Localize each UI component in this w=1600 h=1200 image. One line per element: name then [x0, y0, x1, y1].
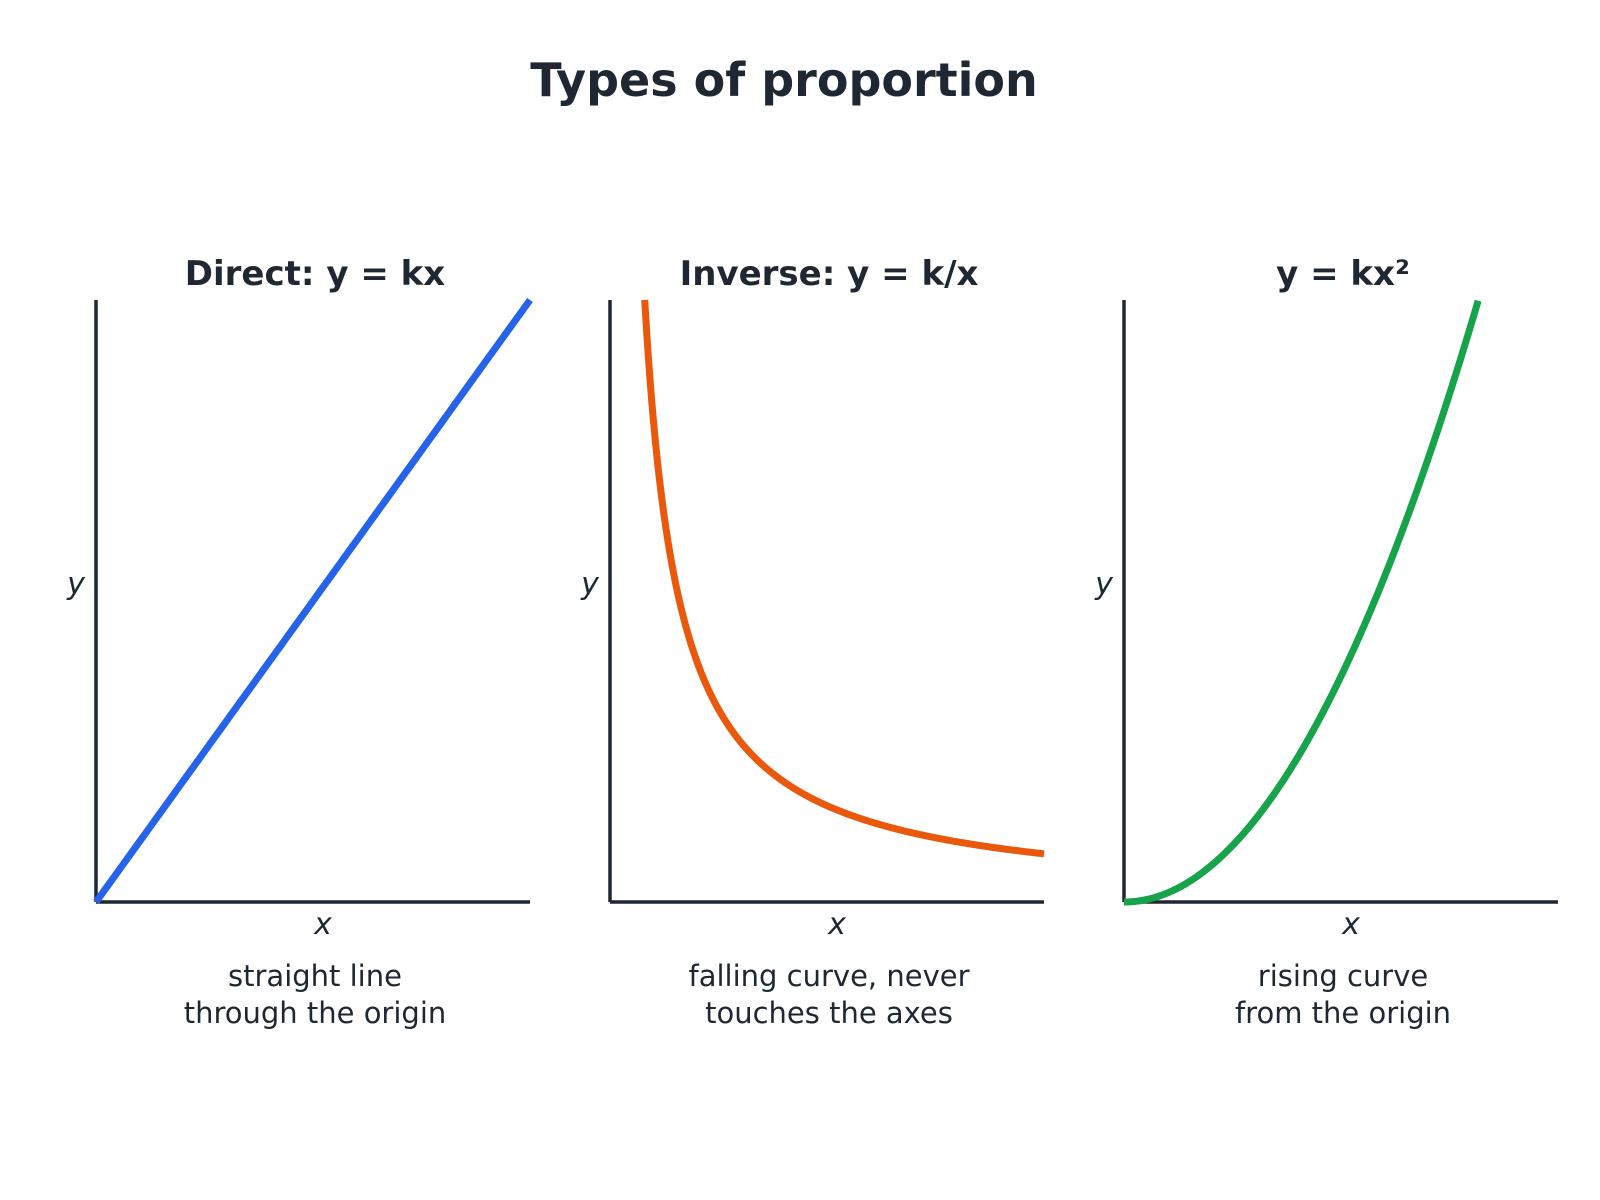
panel-caption-line-2: from the origin	[1235, 996, 1451, 1030]
panel-2: Inverse: y = k/x x y falling curve, neverto…	[580, 254, 1047, 1030]
panel-title: Direct: y = kx	[185, 254, 445, 294]
panel-caption-line-1: falling curve, never	[689, 959, 970, 993]
panel-caption-line-2: through the origin	[184, 996, 447, 1030]
x-axis-label: x	[1341, 907, 1360, 942]
panel-caption-line-1: rising curve	[1258, 959, 1428, 993]
panel-caption-line-1: straight line	[228, 959, 402, 993]
panel-title: Inverse: y = k/x	[680, 254, 979, 294]
y-axis-label: y	[580, 567, 600, 602]
x-axis-label: x	[313, 907, 332, 942]
y-axis-label: y	[66, 567, 86, 602]
series-line	[1121, 299, 1482, 906]
y-axis-label: y	[1094, 567, 1114, 602]
series-line	[93, 297, 533, 905]
panel-caption-line-2: touches the axes	[705, 996, 953, 1030]
x-axis-label: x	[827, 907, 846, 942]
figure-title: Types of proportion	[530, 53, 1038, 107]
panel-title: y = kx²	[1276, 254, 1410, 294]
series-line	[641, 299, 1047, 858]
